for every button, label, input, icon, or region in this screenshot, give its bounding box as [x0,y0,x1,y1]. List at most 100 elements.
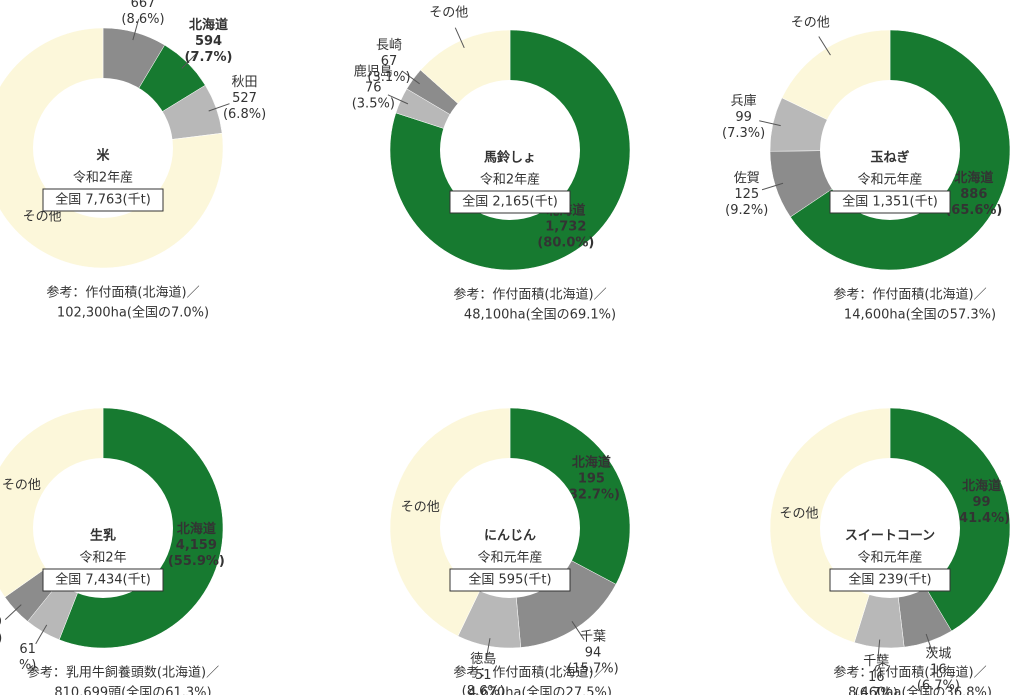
slice-label: 北海道 [177,521,216,537]
leader-line [485,638,491,660]
leader-line [571,621,585,640]
slice-label: 886 [960,187,987,202]
slice-label: その他 [2,478,41,493]
note: 参考：作付面積(北海道)／ [833,665,986,681]
total-box [829,190,951,214]
slice-label: その他 [401,500,440,515]
slice-label: 兵庫 [731,94,757,109]
slice-label: %) [19,658,36,673]
total-box [42,568,164,592]
note: 参考：作付面積(北海道)／ [453,287,606,303]
chart-subtitle: 令和2年産 [73,170,133,186]
slice-label: (41.4%) [953,511,1010,526]
leader-line [759,120,781,127]
note: 参考：乳用牛飼養頭数(北海道)／ [27,665,219,681]
chart-title: 馬鈴しょ [484,150,536,166]
leader-line [208,103,230,112]
slice-label: (7.3%) [722,126,765,141]
slice-label: 16 [868,670,885,685]
slice-label: 徳島 [470,652,496,667]
chart-subtitle: 令和2年 [79,551,126,566]
inner-circle [33,78,173,218]
slice-label: その他 [429,6,468,21]
leader-line [132,18,140,41]
inner-circle [440,80,580,220]
slice-label: (9.2%) [725,203,768,218]
note: 14,600ha(全国の57.3%) [844,307,996,323]
note: 8,460ha(全国の36.8%) [848,685,992,695]
slice-label: 北海道 [189,17,228,33]
slice-label: 594 [195,34,222,49]
slice-label: (65.6%) [945,203,1002,218]
slice-label: (6.7%) [855,686,898,695]
leader-line [454,27,465,48]
slice-label: その他 [791,15,830,30]
chart-subtitle: 令和元年産 [857,550,922,566]
slice-label: 茨城 [925,646,951,661]
slice-label: 667 [131,0,156,11]
inner-circle [820,458,960,598]
chart-subtitle: 令和元年産 [857,172,922,188]
slice-label: (15.7%) [567,661,618,676]
chart-subtitle: 令和元年産 [477,550,542,566]
slice-label: 長崎 [376,38,402,53]
slice-label: (55.9%) [168,554,225,569]
total-label: 全国 1,351(千t) [842,194,938,210]
leader-line [181,52,198,69]
slice-label: その他 [780,507,819,522]
total-box [829,568,951,592]
note: 810,699頭(全国の61.3%) [54,685,211,695]
chart-subtitle: 令和2年産 [480,172,540,188]
slice-label: 鹿児島 [354,64,393,80]
note: 4,670ha(全国の27.5%) [468,685,612,695]
slice-label: 千葉 [580,629,606,644]
slice-label: 125 [734,187,759,202]
slice-label: 北海道 [572,455,611,471]
slice-label: 佐賀 [734,171,760,186]
slice-label: (80.0%) [537,235,594,250]
slice-label: 29 [0,615,2,630]
slice-label: (7.7%) [185,50,233,65]
leader-line [387,94,409,105]
slice-label: 16 [930,662,947,677]
slice-label: 527 [232,91,257,106]
chart-title: スイートコーン [845,529,935,544]
slice-label: その他 [23,209,62,224]
chart-title: にんじん [484,529,536,544]
leader-line [35,624,48,645]
inner-circle [440,458,580,598]
total-box [449,190,571,214]
note: 参考：作付面積(北海道)／ [833,287,986,303]
slice-label: 61 [19,642,36,657]
slice-label: (8.6%) [462,684,505,695]
chart-title: 生乳 [90,528,116,544]
leader-line [877,639,881,662]
slice-label: (8.6%) [121,12,164,27]
note: 102,300ha(全国の7.0%) [57,305,209,321]
leader-line [925,633,934,655]
slice-label: 51 [475,668,492,683]
slice-label: 99 [735,110,752,125]
note: 参考：作付面積(北海道)／ [46,285,199,301]
slice-label: (6.7%) [917,678,960,693]
total-label: 全国 7,434(千t) [55,572,151,588]
leader-line [4,604,22,621]
total-box [449,568,571,592]
slice-label: 76 [365,81,382,96]
slice-label: 195 [578,472,605,487]
slice-label: (32.7%) [563,488,620,503]
total-label: 全国 7,763(千t) [55,192,151,208]
slice-label: 94 [585,645,602,660]
slice-label: 北海道 [954,170,993,186]
slice-label: 67 [381,54,398,69]
slice-label: 1,732 [545,219,586,234]
total-label: 全国 2,165(千t) [462,194,558,210]
leader-line [761,182,784,191]
inner-circle [33,458,173,598]
total-label: 全国 595(千t) [468,572,551,588]
chart-title: 米 [96,148,110,164]
slice-label: 秋田 [232,75,258,90]
